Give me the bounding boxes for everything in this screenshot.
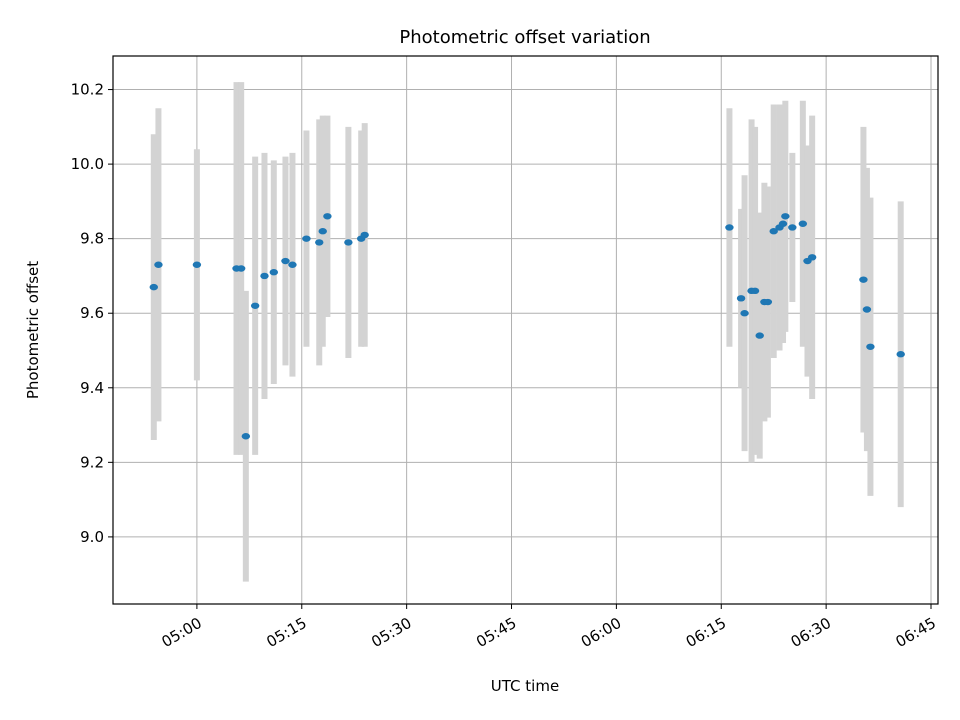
- data-point: [763, 298, 773, 306]
- data-point: [725, 224, 734, 231]
- x-axis-title: UTC time: [491, 677, 559, 695]
- y-tick-label: 9.2: [80, 453, 104, 471]
- data-point: [315, 239, 324, 246]
- data-point: [318, 228, 327, 235]
- data-point: [192, 261, 202, 268]
- data-point: [862, 306, 872, 313]
- data-point: [736, 295, 746, 302]
- y-tick-label: 9.4: [80, 379, 104, 397]
- data-point: [896, 351, 905, 358]
- y-tick-label: 10.0: [71, 155, 104, 173]
- y-tick-label: 9.6: [80, 304, 104, 322]
- data-point: [250, 302, 260, 309]
- data-point: [288, 261, 297, 268]
- data-point: [241, 433, 251, 440]
- data-point: [778, 220, 788, 227]
- y-axis-ticks: 9.0 9.2 9.4 9.6 9.8 10.0 10.2: [71, 81, 113, 546]
- data-point: [260, 272, 269, 280]
- data-point: [755, 332, 764, 339]
- data-point: [788, 224, 797, 231]
- data-point: [323, 213, 332, 220]
- data-point: [866, 343, 875, 350]
- data-point: [269, 269, 279, 276]
- y-axis-title: Photometric offset: [24, 261, 42, 399]
- data-point: [859, 276, 868, 283]
- data-point: [154, 261, 163, 268]
- data-point: [798, 220, 808, 227]
- data-points: [149, 213, 905, 440]
- data-point: [750, 287, 760, 295]
- data-point: [781, 213, 790, 220]
- data-point: [236, 265, 246, 272]
- y-tick-label: 9.8: [80, 230, 104, 248]
- data-point: [807, 254, 817, 261]
- y-tick-label: 9.0: [80, 528, 104, 546]
- data-point: [769, 228, 778, 235]
- data-point: [302, 235, 311, 242]
- chart-title: Photometric offset variation: [399, 27, 650, 48]
- plot-area-frame: [112, 55, 939, 605]
- data-point: [740, 310, 749, 317]
- y-tick-label: 10.2: [71, 81, 104, 99]
- data-point: [360, 231, 369, 239]
- data-point: [281, 257, 290, 265]
- data-point: [149, 283, 158, 291]
- data-point: [344, 239, 353, 246]
